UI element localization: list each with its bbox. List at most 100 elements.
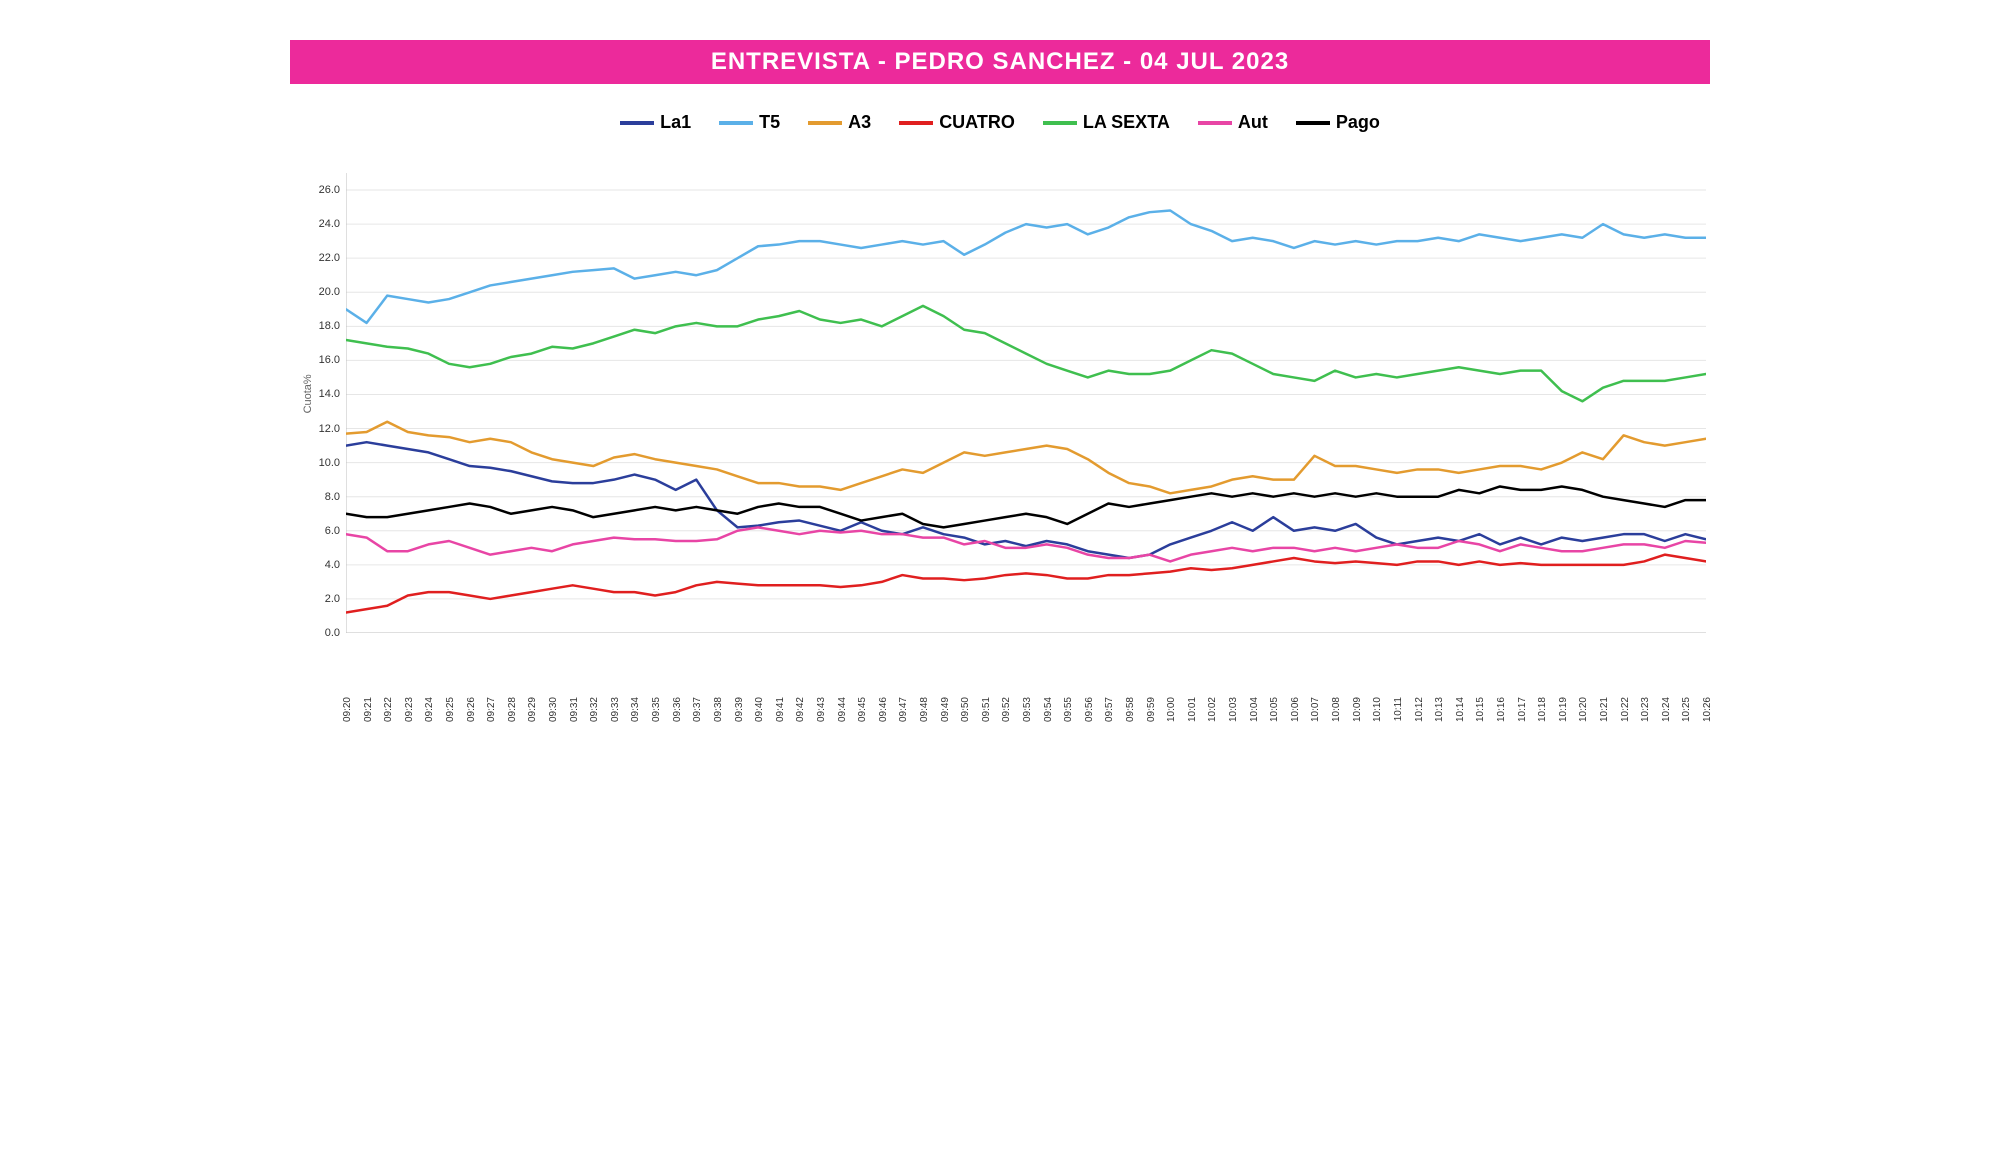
x-tick-label: 10:08 (1331, 697, 1342, 722)
x-tick-label: 09:40 (754, 697, 765, 722)
x-tick-label: 10:12 (1414, 697, 1425, 722)
legend-item-la-sexta: LA SEXTA (1043, 112, 1170, 133)
x-tick-label: 10:01 (1187, 697, 1198, 722)
x-tick-label: 09:39 (734, 697, 745, 722)
x-tick-label: 10:25 (1681, 697, 1692, 722)
x-tick-label: 10:10 (1372, 697, 1383, 722)
x-tick-label: 09:21 (363, 697, 374, 722)
legend-swatch (620, 121, 654, 125)
x-tick-label: 09:54 (1043, 697, 1054, 722)
x-tick-label: 09:20 (342, 697, 353, 722)
x-tick-label: 10:13 (1434, 697, 1445, 722)
chart-title: ENTREVISTA - PEDRO SANCHEZ - 04 JUL 2023 (290, 40, 1710, 84)
x-tick-label: 09:56 (1084, 697, 1095, 722)
x-tick-label: 09:22 (383, 697, 394, 722)
x-tick-label: 09:35 (651, 697, 662, 722)
x-tick-label: 09:57 (1104, 697, 1115, 722)
y-tick-label: 24.0 (306, 218, 340, 230)
x-tick-label: 10:18 (1537, 697, 1548, 722)
x-tick-label: 09:59 (1146, 697, 1157, 722)
legend-item-aut: Aut (1198, 112, 1268, 133)
x-tick-label: 09:47 (898, 697, 909, 722)
x-tick-label: 10:05 (1269, 697, 1280, 722)
legend-swatch (808, 121, 842, 125)
legend-item-t5: T5 (719, 112, 780, 133)
y-tick-label: 12.0 (306, 423, 340, 435)
x-tick-label: 10:21 (1599, 697, 1610, 722)
series-la-sexta (346, 306, 1706, 401)
x-tick-label: 09:24 (424, 697, 435, 722)
series-pago (346, 486, 1706, 527)
y-tick-label: 16.0 (306, 354, 340, 366)
legend-swatch (1043, 121, 1077, 125)
legend-swatch (1198, 121, 1232, 125)
x-tick-label: 09:29 (527, 697, 538, 722)
legend-label: T5 (759, 112, 780, 133)
x-tick-label: 09:45 (857, 697, 868, 722)
x-tick-label: 09:38 (713, 697, 724, 722)
x-tick-label: 10:03 (1228, 697, 1239, 722)
x-tick-label: 10:11 (1393, 697, 1404, 721)
x-tick-label: 09:49 (940, 697, 951, 722)
x-tick-label: 10:26 (1702, 697, 1713, 722)
x-tick-label: 10:17 (1517, 697, 1528, 722)
x-tick-label: 10:15 (1475, 697, 1486, 722)
line-chart-svg (346, 173, 1706, 633)
x-tick-label: 10:00 (1166, 697, 1177, 722)
x-tick-label: 09:33 (610, 697, 621, 722)
x-tick-label: 10:24 (1661, 697, 1672, 722)
x-tick-label: 09:36 (672, 697, 683, 722)
y-tick-label: 8.0 (306, 491, 340, 503)
x-tick-label: 10:20 (1578, 697, 1589, 722)
x-tick-label: 09:32 (589, 697, 600, 722)
legend-label: CUATRO (939, 112, 1015, 133)
x-tick-label: 09:52 (1001, 697, 1012, 722)
y-tick-label: 4.0 (306, 559, 340, 571)
x-tick-label: 09:43 (816, 697, 827, 722)
legend-item-la1: La1 (620, 112, 691, 133)
x-tick-label: 09:58 (1125, 697, 1136, 722)
x-tick-label: 09:51 (981, 697, 992, 722)
x-tick-label: 09:25 (445, 697, 456, 722)
legend-item-cuatro: CUATRO (899, 112, 1015, 133)
x-tick-label: 09:23 (404, 697, 415, 722)
x-tick-label: 10:02 (1207, 697, 1218, 722)
legend-label: La1 (660, 112, 691, 133)
x-tick-label: 10:22 (1620, 697, 1631, 722)
legend-item-a3: A3 (808, 112, 871, 133)
x-tick-label: 09:37 (692, 697, 703, 722)
y-tick-label: 0.0 (306, 627, 340, 639)
x-tick-label: 09:31 (569, 697, 580, 722)
x-tick-label: 09:30 (548, 697, 559, 722)
x-tick-label: 09:44 (837, 697, 848, 722)
y-tick-label: 20.0 (306, 286, 340, 298)
y-tick-label: 10.0 (306, 457, 340, 469)
x-tick-label: 10:16 (1496, 697, 1507, 722)
legend-label: Pago (1336, 112, 1380, 133)
legend-swatch (719, 121, 753, 125)
y-tick-label: 2.0 (306, 593, 340, 605)
x-tick-label: 09:48 (919, 697, 930, 722)
x-tick-label: 10:19 (1558, 697, 1569, 722)
x-tick-label: 09:50 (960, 697, 971, 722)
x-tick-label: 10:07 (1310, 697, 1321, 722)
chart-container: ENTREVISTA - PEDRO SANCHEZ - 04 JUL 2023… (290, 40, 1710, 693)
legend-swatch (899, 121, 933, 125)
legend-label: Aut (1238, 112, 1268, 133)
chart-plot-area: Cuota% 0.02.04.06.08.010.012.014.016.018… (346, 173, 1706, 693)
series-t5 (346, 210, 1706, 322)
series-a3 (346, 422, 1706, 494)
y-tick-label: 26.0 (306, 184, 340, 196)
y-tick-label: 22.0 (306, 252, 340, 264)
x-tick-label: 09:27 (486, 697, 497, 722)
x-tick-label: 09:42 (795, 697, 806, 722)
x-tick-label: 09:53 (1022, 697, 1033, 722)
x-tick-label: 10:04 (1249, 697, 1260, 722)
x-tick-label: 09:34 (630, 697, 641, 722)
series-cuatro (346, 555, 1706, 613)
x-tick-label: 10:06 (1290, 697, 1301, 722)
y-tick-label: 18.0 (306, 320, 340, 332)
x-tick-label: 09:26 (466, 697, 477, 722)
legend-item-pago: Pago (1296, 112, 1380, 133)
x-tick-label: 10:23 (1640, 697, 1651, 722)
